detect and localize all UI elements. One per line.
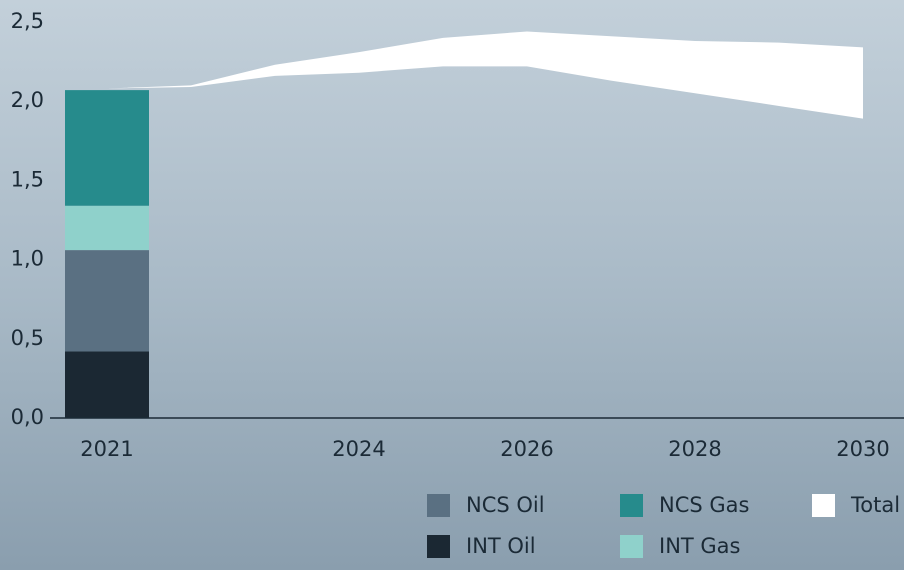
x-tick-label: 2030 xyxy=(836,437,889,461)
legend-label: NCS Gas xyxy=(659,493,749,517)
legend-swatch xyxy=(812,494,835,517)
total-range xyxy=(107,31,863,119)
y-tick-label: 1,0 xyxy=(11,247,44,271)
bar-segment xyxy=(65,351,149,418)
y-tick-label: 1,5 xyxy=(11,167,44,191)
legend-label: NCS Oil xyxy=(466,493,545,517)
y-tick-label: 0,5 xyxy=(11,326,44,350)
bar-segment xyxy=(65,250,149,352)
legend-swatch xyxy=(427,535,450,558)
bar-segment xyxy=(65,205,149,251)
legend-swatch xyxy=(620,535,643,558)
y-tick-label: 2,0 xyxy=(11,88,44,112)
legend-label: Total xyxy=(850,493,900,517)
x-tick-label: 2026 xyxy=(500,437,553,461)
legend-swatch xyxy=(427,494,450,517)
legend-label: INT Oil xyxy=(466,534,536,558)
y-tick-label: 0,0 xyxy=(11,405,44,429)
bar-segment xyxy=(65,90,149,206)
x-tick-label: 2021 xyxy=(80,437,133,461)
x-tick-label: 2024 xyxy=(332,437,385,461)
legend-label: INT Gas xyxy=(659,534,741,558)
legend-swatch xyxy=(620,494,643,517)
y-tick-label: 2,5 xyxy=(11,9,44,33)
x-tick-label: 2028 xyxy=(668,437,721,461)
